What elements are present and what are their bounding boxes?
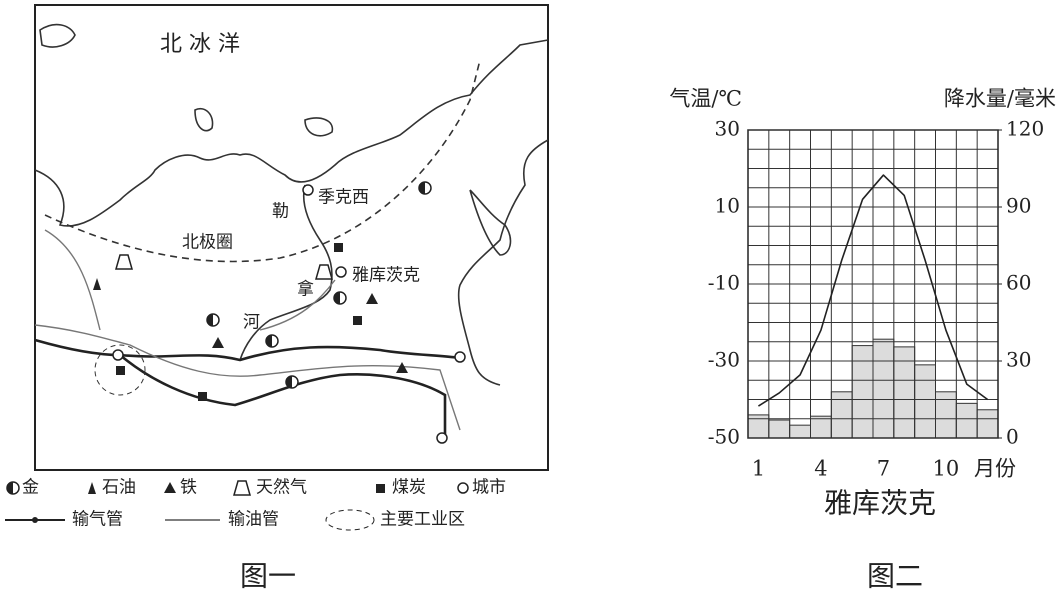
chart-title: 雅库茨克	[824, 487, 936, 520]
island	[194, 108, 214, 132]
industrial-zone	[94, 344, 146, 396]
map-label: 北极圈	[182, 233, 233, 253]
y2-tick-label: 60	[1006, 271, 1031, 295]
coastline	[457, 139, 549, 386]
bar	[872, 338, 895, 439]
oil-symbol	[93, 278, 101, 290]
coal-symbols	[116, 243, 362, 401]
gas-symbols	[115, 254, 333, 280]
map-frame	[34, 4, 549, 471]
bar	[976, 409, 999, 439]
legend-label: 城市	[472, 478, 506, 498]
bar	[851, 345, 874, 439]
bar	[914, 364, 937, 439]
gold-symbols	[206, 181, 432, 389]
y2-tick-label: 30	[1006, 348, 1031, 372]
legend-label: 石油	[102, 478, 136, 498]
city	[302, 184, 314, 196]
climate-chart: 气温/℃ 降水量/毫米 月份 雅库茨克 图二 3010-10-30-501209…	[669, 87, 1056, 593]
oil-pipeline	[34, 324, 461, 431]
x-axis-label: 月份	[974, 457, 1016, 481]
city	[335, 266, 347, 278]
x-tick-label: 4	[814, 457, 827, 481]
gas-pipeline	[119, 354, 447, 440]
y-tick-label: 30	[715, 117, 740, 141]
y-tick-label: 10	[715, 194, 740, 218]
bar	[789, 424, 812, 439]
oil-pipeline	[44, 229, 336, 331]
map: 北 冰 洋 季克西 勒 北极圈 雅库茨克 拿 河	[34, 4, 549, 471]
temperature-line	[757, 174, 989, 407]
gas-pipeline	[34, 338, 461, 362]
y-tick-label: -30	[708, 348, 740, 372]
y-tick-label: -10	[708, 271, 740, 295]
bar	[768, 419, 791, 439]
bar	[955, 402, 978, 439]
iron-symbols	[212, 293, 408, 373]
coastline	[34, 39, 549, 227]
map-label: 拿	[297, 279, 314, 300]
figure-caption: 图一	[240, 560, 296, 593]
island	[39, 23, 76, 48]
bar	[810, 415, 832, 439]
peninsula	[469, 189, 512, 256]
figure-caption: 图二	[867, 560, 923, 593]
legend-label: 铁	[180, 478, 197, 498]
x-tick-label: 7	[877, 457, 890, 481]
bar	[935, 391, 957, 439]
legend-label: 金	[22, 478, 39, 498]
legend-label: 输油管	[228, 510, 279, 530]
legend-label: 天然气	[256, 478, 307, 498]
legend-label: 输气管	[72, 510, 123, 530]
map-label: 勒	[272, 202, 289, 222]
x-tick-label: 10	[933, 457, 960, 481]
y-axis-label: 气温/℃	[669, 87, 742, 111]
river-lena	[239, 184, 333, 361]
legend-label: 主要工业区	[380, 510, 465, 530]
city	[454, 351, 466, 363]
map-label: 北 冰 洋	[160, 32, 240, 57]
y2-tick-label: 0	[1006, 425, 1019, 449]
y2-axis-label: 降水量/毫米	[944, 87, 1056, 111]
city	[112, 349, 124, 361]
city	[436, 432, 448, 444]
map-label: 季克西	[318, 188, 369, 208]
map-label: 河	[243, 313, 260, 333]
map-legend: 金 石油 铁 天然气 煤炭 城市 输气管 输油管 主要工业区	[5, 478, 506, 531]
y-tick-label: -50	[708, 425, 740, 449]
legend-label: 煤炭	[392, 478, 426, 498]
y2-tick-label: 90	[1006, 194, 1031, 218]
island	[304, 117, 334, 137]
y2-tick-label: 120	[1006, 117, 1044, 141]
map-label: 雅库茨克	[352, 266, 420, 286]
bar	[830, 391, 853, 439]
x-tick-label: 1	[752, 457, 765, 481]
arctic-circle	[44, 59, 481, 263]
